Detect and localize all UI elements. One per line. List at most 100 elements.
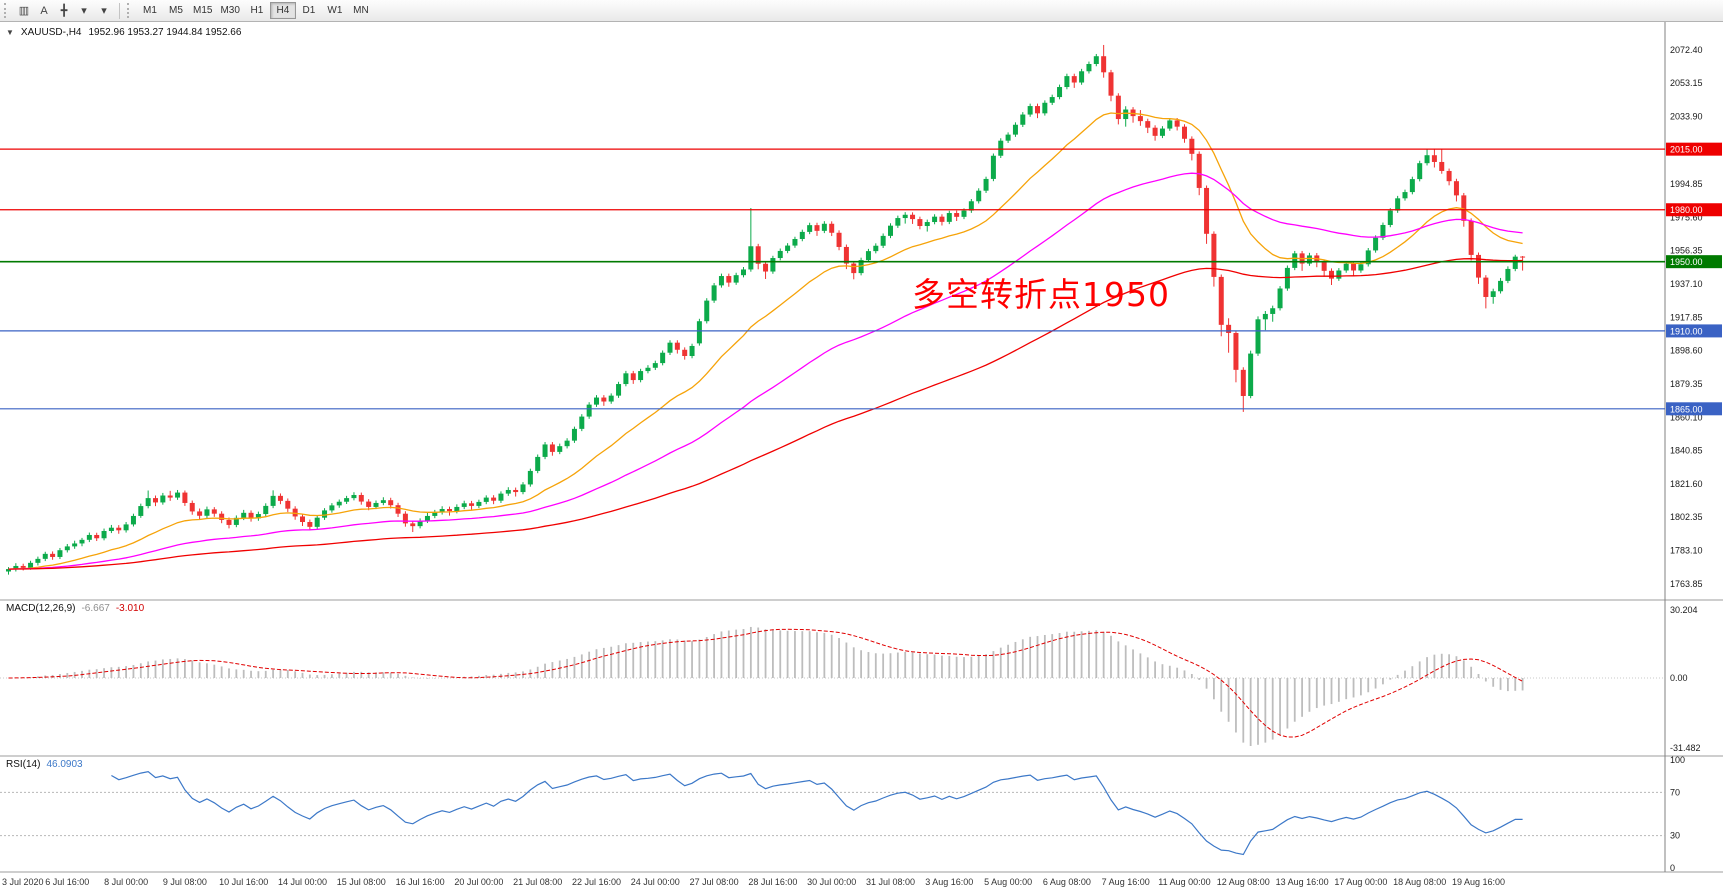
price-badge-2015.00	[1666, 142, 1722, 156]
ma-fast-line	[8, 112, 1523, 570]
macd-histogram	[14, 626, 1524, 746]
price-axis-label: 1994.85	[1670, 179, 1703, 189]
toolbar: ▥ A ╋ ▾ ▾ M1 M5 M15 M30 H1 H4 D1 W1 MN	[0, 0, 1723, 22]
time-axis-label: 9 Jul 08:00	[163, 877, 207, 887]
symbol-label: XAUUSD-,H4	[20, 27, 82, 38]
price-axis-label: 1917.85	[1670, 312, 1703, 322]
rsi-axis-label: 0	[1670, 863, 1675, 873]
time-axis-label: 7 Aug 16:00	[1102, 877, 1150, 887]
price-axis-label: 2033.90	[1670, 111, 1703, 121]
macd-axis-zero: 0.00	[1670, 673, 1688, 683]
price-badge-label: 1910.00	[1670, 326, 1703, 336]
price-axis-label: 1763.85	[1670, 579, 1703, 589]
time-axis-label: 14 Jul 00:00	[278, 877, 327, 887]
price-axis-label: 1860.10	[1670, 412, 1703, 422]
timeframe-button-m15[interactable]: M15	[189, 2, 216, 19]
chart-title: ▼ XAUUSD-,H4 1952.96 1953.27 1944.84 195…	[6, 27, 241, 38]
time-axis-label: 31 Jul 08:00	[866, 877, 915, 887]
time-axis-label: 17 Aug 00:00	[1334, 877, 1387, 887]
timeframe-button-mn[interactable]: MN	[348, 2, 374, 19]
rsi-value: 46.0903	[46, 759, 83, 770]
chart-canvas[interactable]: 2072.40 2053.15 2033.90 1994.85 1975.60 1956.…	[0, 22, 1723, 892]
price-badge-label: 2015.00	[1670, 145, 1703, 155]
ma-slow-line	[8, 258, 1523, 570]
rsi-axis-label: 30	[1670, 831, 1680, 841]
price-axis-label: 2072.40	[1670, 45, 1703, 55]
macd-axis-max: 30.204	[1670, 605, 1698, 615]
toolbar-icons: ▥ A ╋ ▾ ▾	[14, 2, 114, 20]
time-axis-label: 15 Jul 08:00	[337, 877, 386, 887]
rsi-indicator-label: RSI(14) 46.0903	[6, 759, 83, 770]
time-axis-label: 3 Aug 16:00	[925, 877, 973, 887]
toolbar-grip[interactable]	[4, 3, 10, 18]
time-axis[interactable]: 3 Jul 2020 6 Jul 16:00 8 Jul 00:00 9 Jul 08…	[2, 877, 1505, 887]
time-axis-label: 6 Jul 16:00	[45, 877, 89, 887]
time-axis-label: 6 Aug 08:00	[1043, 877, 1091, 887]
candlestick-series	[6, 44, 1526, 575]
crosshair-icon[interactable]: ╋	[54, 2, 74, 20]
timeframe-toolbar-grip[interactable]	[127, 3, 133, 18]
time-axis-label: 22 Jul 16:00	[572, 877, 621, 887]
price-badge-1980.00	[1666, 203, 1722, 217]
price-badge-label: 1865.00	[1670, 404, 1703, 414]
rsi-line	[111, 770, 1523, 856]
price-badge-1865.00	[1666, 402, 1722, 416]
time-axis-label: 16 Jul 16:00	[396, 877, 445, 887]
ma-medium-line	[8, 172, 1523, 570]
rsi-name: RSI(14)	[6, 759, 41, 770]
macd-indicator-label: MACD(12,26,9) -6.667 -3.010	[6, 603, 144, 614]
price-badge-1910.00	[1666, 324, 1722, 338]
price-axis-label: 1937.10	[1670, 279, 1703, 289]
chart-annotation[interactable]: 多空转折点1950	[912, 275, 1170, 314]
time-axis-label: 20 Jul 00:00	[454, 877, 503, 887]
timeframe-button-h1[interactable]: H1	[244, 2, 270, 19]
price-axis-label: 1840.85	[1670, 446, 1703, 456]
time-axis-label: 24 Jul 00:00	[631, 877, 680, 887]
price-axis-label: 1975.60	[1670, 212, 1703, 222]
time-axis-label: 18 Aug 08:00	[1393, 877, 1446, 887]
price-badge-label: 1980.00	[1670, 205, 1703, 215]
time-axis-label: 3 Jul 2020	[2, 877, 44, 887]
time-axis-label: 27 Jul 08:00	[690, 877, 739, 887]
price-axis-label: 1898.60	[1670, 346, 1703, 356]
macd-main-value: -6.667	[81, 603, 110, 614]
time-axis-label: 12 Aug 08:00	[1217, 877, 1270, 887]
timeframe-button-d1[interactable]: D1	[296, 2, 322, 19]
draw-dropdown-icon[interactable]: ▾	[94, 2, 114, 20]
chart-background	[0, 22, 1723, 892]
time-axis-label: 10 Jul 16:00	[219, 877, 268, 887]
price-badge-label: 1950.00	[1670, 257, 1703, 267]
time-axis-label: 30 Jul 00:00	[807, 877, 856, 887]
time-axis-label: 13 Aug 16:00	[1276, 877, 1329, 887]
toolbar-separator	[119, 2, 120, 19]
collapse-icon[interactable]: ▼	[6, 28, 14, 37]
price-axis-label: 1879.35	[1670, 379, 1703, 389]
timeframe-group: M1 M5 M15 M30 H1 H4 D1 W1 MN	[137, 2, 374, 19]
price-axis-label: 2053.15	[1670, 78, 1703, 88]
macd-name: MACD(12,26,9)	[6, 603, 76, 614]
time-axis-label: 5 Aug 00:00	[984, 877, 1032, 887]
ohlc-values: 1952.96 1953.27 1944.84 1952.66	[88, 27, 242, 38]
timeframe-button-m5[interactable]: M5	[163, 2, 189, 19]
level-lines: 2015.00 1980.00 1950.00 1910.00 1865.00	[0, 142, 1722, 416]
rsi-axis-label: 100	[1670, 755, 1685, 765]
timeframe-button-w1[interactable]: W1	[322, 2, 348, 19]
cursor-dropdown-icon[interactable]: ▾	[74, 2, 94, 20]
macd-signal-value: -3.010	[115, 603, 145, 614]
timeframe-button-h4[interactable]: H4	[269, 2, 296, 19]
timeframe-button-m1[interactable]: M1	[137, 2, 163, 19]
rsi-axis-label: 70	[1670, 787, 1680, 797]
text-label-icon[interactable]: A	[34, 2, 54, 20]
price-axis-label: 1802.35	[1670, 512, 1703, 522]
time-axis-label: 8 Jul 00:00	[104, 877, 148, 887]
time-axis-label: 11 Aug 00:00	[1158, 877, 1210, 887]
moving-average-lines	[8, 112, 1523, 570]
charts-bar-icon[interactable]: ▥	[14, 2, 34, 20]
price-axis-label: 1821.60	[1670, 479, 1703, 489]
timeframe-button-m30[interactable]: M30	[216, 2, 243, 19]
price-axis-label: 1956.35	[1670, 246, 1703, 256]
time-axis-label: 28 Jul 16:00	[748, 877, 797, 887]
price-axis[interactable]: 2072.40 2053.15 2033.90 1994.85 1975.60 1956.…	[1670, 45, 1703, 589]
time-axis-label: 19 Aug 16:00	[1452, 877, 1505, 887]
